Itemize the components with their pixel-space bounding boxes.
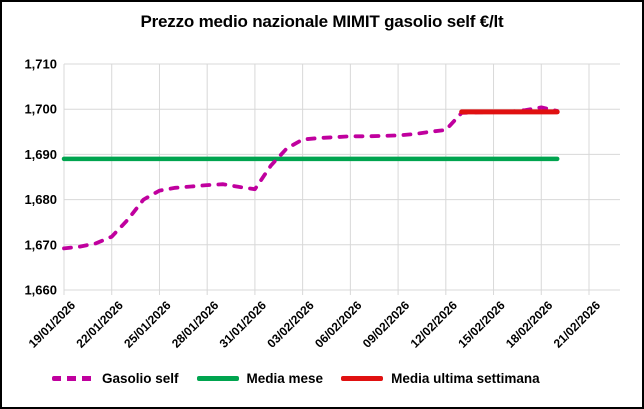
svg-text:18/02/2026: 18/02/2026 xyxy=(503,298,556,351)
svg-text:1,710: 1,710 xyxy=(24,57,57,72)
legend-label: Media mese xyxy=(246,371,324,386)
svg-text:25/01/2026: 25/01/2026 xyxy=(121,298,174,351)
svg-text:03/02/2026: 03/02/2026 xyxy=(264,298,317,351)
svg-text:06/02/2026: 06/02/2026 xyxy=(312,298,365,351)
chart-legend: Gasolio self Media mese Media ultima set… xyxy=(52,371,540,386)
legend-item-media-ultima-settimana: Media ultima settimana xyxy=(341,371,540,386)
legend-item-gasolio-self: Gasolio self xyxy=(52,371,179,386)
legend-label: Media ultima settimana xyxy=(391,371,540,386)
svg-text:1,680: 1,680 xyxy=(24,192,57,207)
svg-text:12/02/2026: 12/02/2026 xyxy=(408,298,461,351)
legend-dashed-line-sample xyxy=(52,376,94,381)
svg-text:1,670: 1,670 xyxy=(24,237,57,252)
svg-text:15/02/2026: 15/02/2026 xyxy=(455,298,508,351)
svg-text:21/02/2026: 21/02/2026 xyxy=(551,298,604,351)
svg-text:1,700: 1,700 xyxy=(24,102,57,117)
svg-text:31/01/2026: 31/01/2026 xyxy=(217,298,270,351)
svg-text:22/01/2026: 22/01/2026 xyxy=(73,298,126,351)
svg-text:28/01/2026: 28/01/2026 xyxy=(169,298,222,351)
legend-label: Gasolio self xyxy=(102,371,179,386)
legend-item-media-mese: Media mese xyxy=(196,371,324,386)
legend-solid-line-sample xyxy=(196,376,239,381)
svg-text:1,660: 1,660 xyxy=(24,283,57,298)
svg-text:19/01/2026: 19/01/2026 xyxy=(26,298,79,351)
legend-solid-line-sample xyxy=(341,376,384,381)
svg-text:1,690: 1,690 xyxy=(24,147,57,162)
chart-title: Prezzo medio nazionale MIMIT gasolio sel… xyxy=(140,12,504,31)
svg-text:09/02/2026: 09/02/2026 xyxy=(360,298,413,351)
